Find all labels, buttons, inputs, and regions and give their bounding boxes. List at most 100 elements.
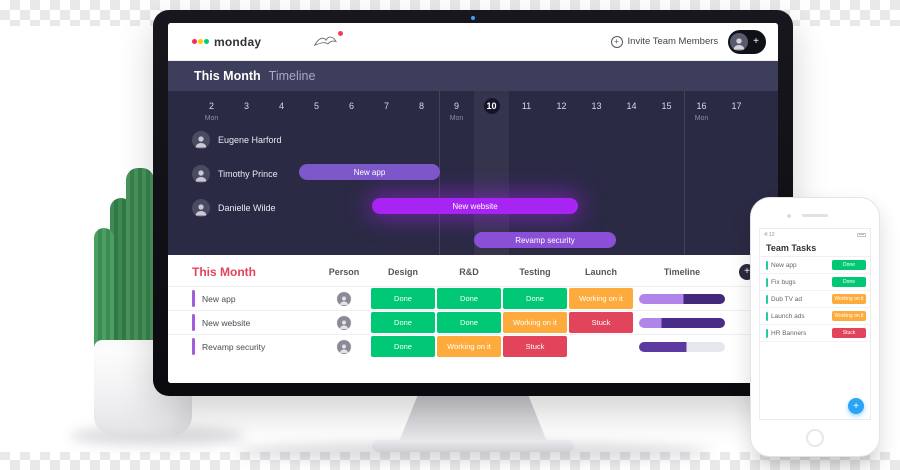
day-3[interactable]: 3 — [243, 101, 249, 111]
user-avatar — [730, 32, 749, 51]
phone-task-row[interactable]: Launch ads Working on it — [760, 308, 870, 325]
timeline-cell-bar[interactable] — [639, 293, 725, 304]
person-name: Eugene Harford — [218, 135, 282, 145]
day-16[interactable]: 16 Mon — [694, 101, 709, 122]
status-cell[interactable]: Stuck — [503, 336, 567, 357]
column-header-person[interactable]: Person — [328, 267, 360, 277]
task-name: New app — [771, 261, 797, 269]
monday-logo-icon — [192, 39, 209, 44]
column-header-testing[interactable]: Testing — [519, 267, 551, 277]
timeline-person-row: Eugene Harford — [168, 123, 778, 157]
day-10-current[interactable]: 10 — [474, 96, 509, 123]
table-header-row: This Month Person Design R&D Testing Lau… — [168, 258, 778, 286]
phone-app-title: Team Tasks — [760, 239, 870, 257]
status-cell[interactable]: Done — [371, 312, 435, 333]
status-chip[interactable]: Working on it — [832, 311, 866, 321]
board-view-label[interactable]: Timeline — [268, 69, 316, 83]
day-15[interactable]: 15 — [661, 101, 672, 111]
status-cell[interactable]: Working on it — [503, 312, 567, 333]
status-cell[interactable]: Stuck — [569, 312, 633, 333]
status-chip[interactable]: Stuck — [832, 328, 866, 338]
phone: 4:12 Team Tasks New app Done Fix bugs Do… — [750, 197, 880, 457]
week-divider — [684, 91, 685, 255]
status-cell[interactable] — [569, 336, 633, 357]
column-header-rd[interactable]: R&D — [459, 267, 479, 277]
monday-logo[interactable]: monday — [192, 35, 261, 49]
task-name: New app — [202, 293, 236, 304]
day-7[interactable]: 7 — [383, 101, 389, 111]
day-5[interactable]: 5 — [313, 101, 319, 111]
battery-icon — [857, 232, 866, 237]
phone-task-row[interactable]: Fix bugs Done — [760, 274, 870, 291]
status-cell[interactable]: Done — [437, 312, 501, 333]
day-2[interactable]: 2 Mon — [204, 101, 219, 122]
day-9[interactable]: 9 Mon — [449, 101, 464, 122]
person-avatar — [337, 315, 351, 330]
person-name: Timothy Prince — [218, 169, 278, 179]
task-name: Revamp security — [202, 341, 266, 352]
status-chip[interactable]: Done — [832, 277, 866, 287]
phone-task-row[interactable]: New app Done — [760, 257, 870, 274]
task-name: Launch ads — [771, 312, 805, 320]
column-header-launch[interactable]: Launch — [584, 267, 617, 277]
timeline-days: 2 Mon 3 4 5 6 7 8 9 Mon 10 11 12 13 14 15 … — [168, 91, 778, 123]
phone-camera-icon — [787, 214, 791, 218]
status-cell[interactable]: Working on it — [569, 288, 633, 309]
board-title: This Month — [194, 69, 261, 83]
day-4[interactable]: 4 — [278, 101, 284, 111]
task-name: New website — [202, 317, 251, 328]
row-accent — [766, 294, 768, 304]
table-row[interactable]: New website Done Done Working on it Stuc… — [168, 310, 778, 334]
day-8[interactable]: 8 — [418, 101, 424, 111]
row-accent — [192, 314, 195, 331]
topbar: monday + Invite Team Members + — [168, 23, 778, 61]
day-11[interactable]: 11 — [521, 101, 532, 111]
timeline-cell-bar[interactable] — [639, 341, 725, 352]
column-header-timeline[interactable]: Timeline — [663, 267, 701, 277]
status-cell[interactable]: Working on it — [437, 336, 501, 357]
timeline-person-row: Danielle Wilde — [168, 191, 778, 225]
add-task-button[interactable]: + — [848, 398, 864, 414]
status-cell[interactable]: Done — [437, 288, 501, 309]
timeline-bar-new-website[interactable]: New website — [372, 198, 578, 214]
person-avatar — [337, 339, 351, 354]
monitor-shadow — [235, 442, 710, 462]
timeline-rows: Eugene Harford Timothy Prince Danielle W… — [168, 123, 778, 225]
status-cell[interactable]: Done — [503, 288, 567, 309]
status-cell[interactable]: Done — [371, 336, 435, 357]
day-14[interactable]: 14 — [626, 101, 637, 111]
current-day-column — [474, 91, 509, 255]
home-button[interactable] — [806, 429, 824, 447]
board-header: This Month Timeline — [168, 61, 778, 91]
account-menu[interactable]: + — [728, 29, 766, 54]
day-6[interactable]: 6 — [348, 101, 354, 111]
status-cell[interactable]: Done — [371, 288, 435, 309]
phone-task-row[interactable]: Dub TV ad Working on it — [760, 291, 870, 308]
person-name: Danielle Wilde — [218, 203, 276, 213]
table-row[interactable]: New app Done Done Done Working on it — [168, 286, 778, 310]
monitor-base — [372, 440, 574, 452]
status-chip[interactable]: Done — [832, 260, 866, 270]
person-avatar — [192, 165, 210, 183]
row-accent — [766, 328, 768, 338]
invite-team-members-button[interactable]: + Invite Team Members — [610, 35, 718, 48]
bird-doodle-icon — [313, 31, 344, 49]
table-row[interactable]: Revamp security Done Working on it Stuck — [168, 334, 778, 358]
day-13[interactable]: 13 — [591, 101, 602, 111]
app-screen: monday + Invite Team Members + — [168, 23, 778, 383]
day-17[interactable]: 17 — [731, 101, 742, 111]
timeline-bar-new-app[interactable]: New app — [299, 164, 440, 180]
timeline-bar-revamp-security[interactable]: Revamp security — [474, 232, 616, 248]
status-chip[interactable]: Working on it — [832, 294, 866, 304]
day-12[interactable]: 12 — [556, 101, 567, 111]
group-title[interactable]: This Month — [192, 265, 256, 279]
monitor-stand — [398, 392, 548, 444]
task-name: Dub TV ad — [771, 295, 802, 303]
phone-speaker — [802, 214, 828, 217]
invite-plus-icon: + — [610, 35, 623, 48]
monitor: monday + Invite Team Members + — [153, 10, 793, 396]
task-name: Fix bugs — [771, 278, 796, 286]
timeline-cell-bar[interactable] — [639, 317, 725, 328]
column-header-design[interactable]: Design — [387, 267, 418, 277]
phone-task-row[interactable]: HR Banners Stuck — [760, 325, 870, 342]
